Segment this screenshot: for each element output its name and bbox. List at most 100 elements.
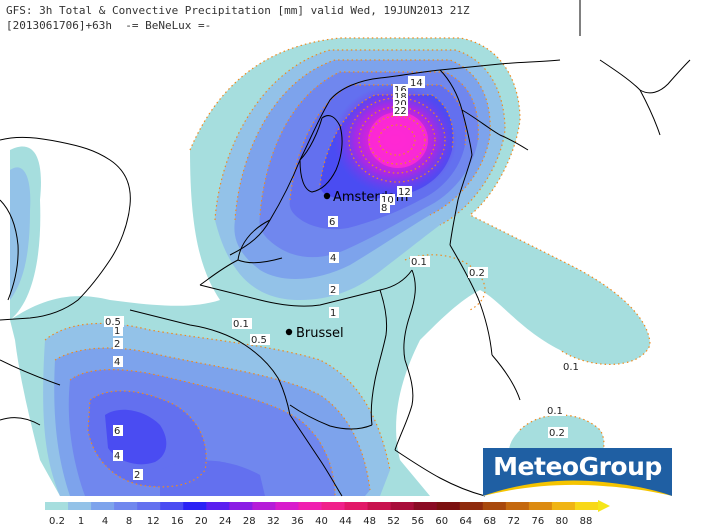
legend-swatch xyxy=(505,502,530,510)
legend-label: 20 xyxy=(195,516,208,527)
legend-label: 76 xyxy=(532,516,545,527)
legend-swatch xyxy=(390,502,415,510)
svg-text:20: 20 xyxy=(394,99,407,110)
legend-swatch xyxy=(551,502,576,510)
legend-label: 72 xyxy=(507,516,520,527)
legend-label: 1 xyxy=(78,516,84,527)
meteogroup-logo: MeteoGroup xyxy=(483,448,672,496)
city-brussel: Brussel xyxy=(285,326,344,341)
legend-swatch xyxy=(68,502,92,510)
legend-label: 56 xyxy=(411,516,424,527)
contour-label: 14 xyxy=(408,76,425,89)
contour-label: 4 xyxy=(329,252,339,264)
contour-label: 6 xyxy=(113,425,123,437)
legend-swatch xyxy=(252,502,276,510)
country-borders xyxy=(0,244,521,497)
svg-text:6: 6 xyxy=(114,426,120,437)
svg-text:16: 16 xyxy=(394,85,407,96)
legend-swatch xyxy=(45,502,69,510)
contour-label: 2 xyxy=(113,338,123,350)
legend-label: 68 xyxy=(483,516,496,527)
legend-labels: 0.2 1 4 8 12 16 20 24 28 32 36 40 44 48 52 56 60 64 68 72 76… xyxy=(49,516,592,527)
legend-label: 44 xyxy=(339,516,352,527)
contour-label: 22 xyxy=(393,105,408,117)
precip-core xyxy=(368,112,428,168)
legend-overflow-arrow xyxy=(598,500,610,512)
svg-text:10: 10 xyxy=(381,195,394,206)
svg-text:8: 8 xyxy=(381,203,387,214)
contour-label: 0.5 xyxy=(250,334,270,346)
contour-label: 0.1 xyxy=(232,318,252,330)
contour-label: 0.1 xyxy=(546,405,566,417)
svg-text:6: 6 xyxy=(329,217,335,228)
legend-label: 8 xyxy=(126,516,132,527)
contour-label: 18 xyxy=(393,91,408,103)
legend-label: 40 xyxy=(315,516,328,527)
legend-swatch xyxy=(298,502,322,510)
legend-swatch xyxy=(367,502,392,510)
legend-swatch xyxy=(91,502,115,510)
svg-text:14: 14 xyxy=(410,78,423,89)
legend-label: 64 xyxy=(459,516,472,527)
legend-swatch xyxy=(183,502,207,510)
svg-text:4: 4 xyxy=(114,451,120,462)
map-subtitle: [2013061706]+63h -= BeNeLux =- xyxy=(6,19,212,32)
contour-label: 4 xyxy=(113,450,123,462)
legend-swatch xyxy=(574,502,599,510)
legend-label: 16 xyxy=(171,516,184,527)
legend-label: 48 xyxy=(363,516,376,527)
legend-label: 4 xyxy=(102,516,108,527)
legend-label: 12 xyxy=(147,516,160,527)
legend-label: 60 xyxy=(435,516,448,527)
legend-colorbar: 0.2 1 4 8 12 16 20 24 28 32 36 40 44 48 52 56 60 64 68 72 76… xyxy=(45,500,610,527)
logo-text: MeteoGroup xyxy=(493,452,662,481)
contour-label: 0.2 xyxy=(548,427,568,439)
legend-swatch xyxy=(137,502,161,510)
logo-sunrise-arc xyxy=(483,480,672,496)
legend-swatch xyxy=(275,502,299,510)
contour-label: 0.1 xyxy=(562,361,582,373)
svg-text:0.1: 0.1 xyxy=(547,406,563,417)
contour-label: 20 xyxy=(393,98,408,110)
svg-text:1: 1 xyxy=(330,308,336,319)
svg-text:12: 12 xyxy=(398,187,411,198)
svg-text:2: 2 xyxy=(114,339,120,350)
legend-swatch xyxy=(321,502,346,510)
svg-text:2: 2 xyxy=(330,285,336,296)
legend-swatch xyxy=(528,502,553,510)
legend-swatch xyxy=(413,502,438,510)
legend-swatch xyxy=(206,502,230,510)
svg-text:1: 1 xyxy=(114,326,120,337)
city-label-brussel: Brussel xyxy=(296,326,344,341)
legend-label: 24 xyxy=(219,516,232,527)
svg-text:4: 4 xyxy=(330,253,336,264)
contour-label: 1 xyxy=(113,325,123,337)
contour-label: 6 xyxy=(328,216,338,228)
contour-label: 2 xyxy=(133,469,143,481)
svg-text:0.5: 0.5 xyxy=(105,317,121,328)
legend-swatch xyxy=(482,502,507,510)
legend-label: 80 xyxy=(556,516,569,527)
svg-text:0.1: 0.1 xyxy=(411,257,427,268)
svg-text:2: 2 xyxy=(134,470,140,481)
contour-labels: 14 16 18 20 22 12 10 8 6 4 2 1 0.5 0.1 0… xyxy=(104,76,582,481)
svg-text:22: 22 xyxy=(394,106,407,117)
legend-label: 36 xyxy=(291,516,304,527)
legend-swatch xyxy=(160,502,184,510)
coastlines xyxy=(0,0,691,321)
contour-label: 10 xyxy=(380,194,395,206)
legend-swatch xyxy=(344,502,369,510)
svg-text:0.1: 0.1 xyxy=(563,362,579,373)
svg-text:0.2: 0.2 xyxy=(549,428,565,439)
legend-swatch xyxy=(114,502,138,510)
city-amsterdam: Amsterdam xyxy=(323,190,408,205)
legend-label: 28 xyxy=(243,516,256,527)
legend-label: 88 xyxy=(580,516,593,527)
svg-text:0.2: 0.2 xyxy=(469,268,485,279)
legend-swatch xyxy=(459,502,484,510)
contour-label: 0.5 xyxy=(104,316,124,328)
map-title: GFS: 3h Total & Convective Precipitation… xyxy=(6,4,470,17)
contour-label: 2 xyxy=(329,284,339,296)
legend-label: 52 xyxy=(387,516,400,527)
legend-swatches xyxy=(45,500,610,512)
